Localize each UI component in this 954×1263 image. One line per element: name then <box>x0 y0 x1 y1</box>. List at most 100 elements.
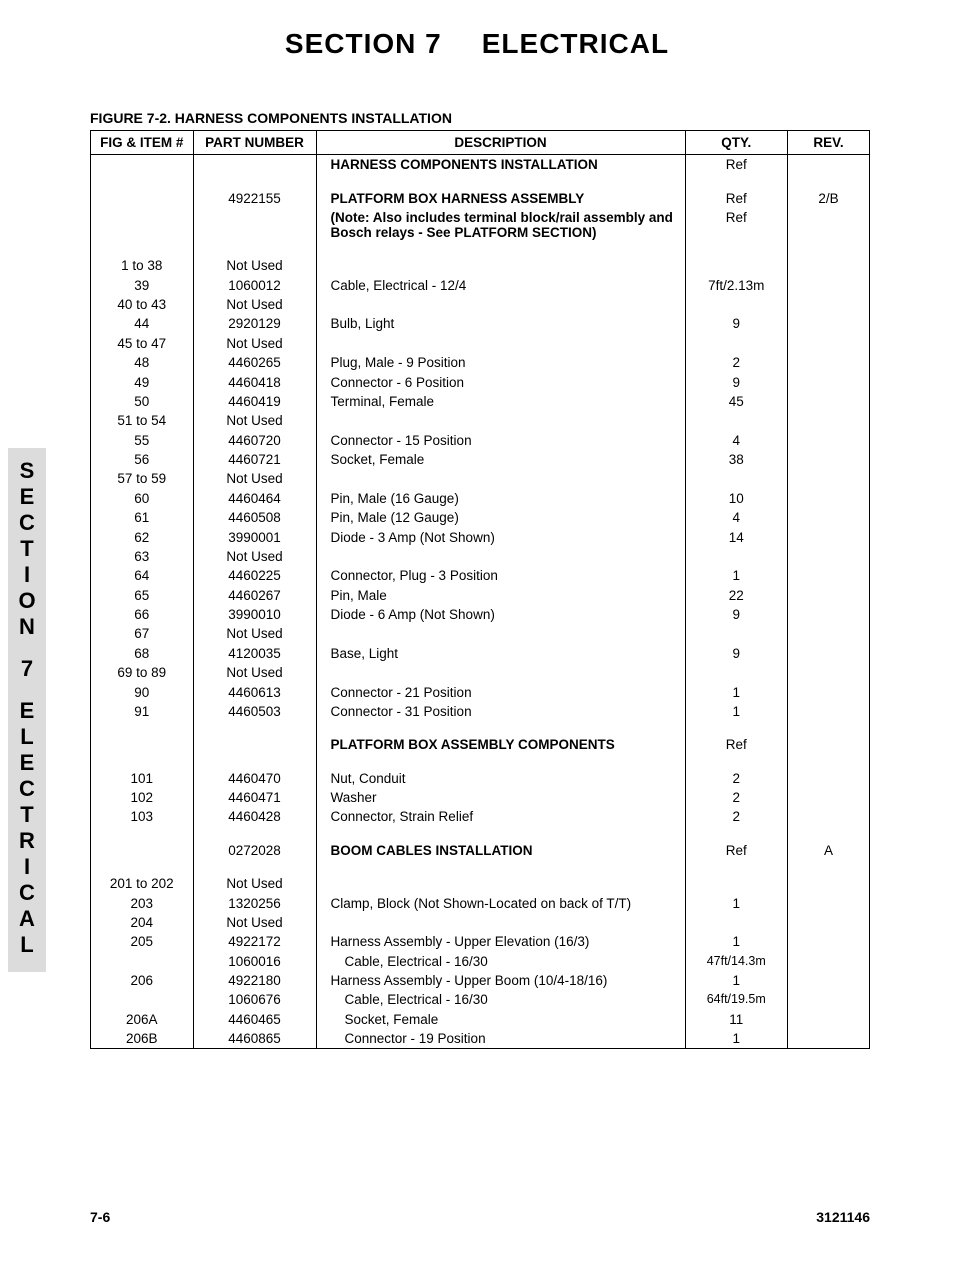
table-cell: (Note: Also includes terminal block/rail… <box>316 208 685 242</box>
table-cell <box>91 188 194 207</box>
side-tab-letter: O <box>8 588 46 614</box>
table-header-row: FIG & ITEM # PART NUMBER DESCRIPTION QTY… <box>91 131 870 155</box>
table-cell: 63 <box>91 547 194 566</box>
table-row: 201 to 202Not Used <box>91 874 870 893</box>
table-cell <box>788 874 870 893</box>
table-row <box>91 242 870 256</box>
side-tab-letter: E <box>8 698 46 724</box>
table-cell: Cable, Electrical - 16/30 <box>316 952 685 971</box>
table-cell: 4460225 <box>193 566 316 585</box>
table-cell: Connector, Strain Relief <box>316 807 685 826</box>
table-row: 623990001Diode - 3 Amp (Not Shown)14 <box>91 527 870 546</box>
table-cell: 67 <box>91 624 194 643</box>
table-cell: Not Used <box>193 663 316 682</box>
table-cell <box>788 566 870 585</box>
table-cell: 4922155 <box>193 188 316 207</box>
table-cell <box>685 547 788 566</box>
table-cell <box>788 295 870 314</box>
table-cell: 3990010 <box>193 605 316 624</box>
side-tab-letter: E <box>8 484 46 510</box>
table-cell: 4460428 <box>193 807 316 826</box>
page-title: SECTION 7ELECTRICAL <box>0 28 954 60</box>
table-cell <box>788 769 870 788</box>
table-cell <box>685 334 788 353</box>
table-row: 67Not Used <box>91 624 870 643</box>
table-cell <box>316 624 685 643</box>
table-cell: 90 <box>91 682 194 701</box>
table-cell: Bulb, Light <box>316 314 685 333</box>
table-cell: 4460419 <box>193 392 316 411</box>
footer-doc-num: 3121146 <box>816 1209 870 1225</box>
table-cell: 51 to 54 <box>91 411 194 430</box>
table-cell: Cable, Electrical - 16/30 <box>316 990 685 1009</box>
table-cell: 4460508 <box>193 508 316 527</box>
table-cell: 10 <box>685 489 788 508</box>
table-row: 63Not Used <box>91 547 870 566</box>
table-cell <box>788 624 870 643</box>
table-cell: 103 <box>91 807 194 826</box>
table-cell <box>685 663 788 682</box>
table-cell: 4922180 <box>193 971 316 990</box>
side-tab-letter: C <box>8 776 46 802</box>
table-cell: Socket, Female <box>316 1010 685 1029</box>
table-cell <box>788 952 870 971</box>
table-row: 554460720Connector - 15 Position4 <box>91 431 870 450</box>
table-cell <box>788 932 870 951</box>
table-cell: Connector - 6 Position <box>316 372 685 391</box>
table-cell: 38 <box>685 450 788 469</box>
table-cell: BOOM CABLES INSTALLATION <box>316 841 685 860</box>
table-cell: 206 <box>91 971 194 990</box>
table-cell: 1060016 <box>193 952 316 971</box>
side-tab-letter: A <box>8 906 46 932</box>
table-cell: 2 <box>685 807 788 826</box>
table-row: 1060016Cable, Electrical - 16/3047ft/14.… <box>91 952 870 971</box>
table-cell: Ref <box>685 208 788 242</box>
table-row: (Note: Also includes terminal block/rail… <box>91 208 870 242</box>
table-cell <box>316 663 685 682</box>
table-row: 206A4460465Socket, Female11 <box>91 1010 870 1029</box>
table-cell <box>788 208 870 242</box>
table-cell: 2/B <box>788 188 870 207</box>
table-row: 1014460470Nut, Conduit2 <box>91 769 870 788</box>
table-cell <box>788 334 870 353</box>
table-cell: 4460470 <box>193 769 316 788</box>
table-cell: 4460721 <box>193 450 316 469</box>
table-cell <box>788 913 870 932</box>
table-cell: Ref <box>685 841 788 860</box>
table-cell: 4 <box>685 508 788 527</box>
table-body: HARNESS COMPONENTS INSTALLATIONRef492215… <box>91 155 870 1049</box>
table-cell <box>685 624 788 643</box>
table-cell <box>788 450 870 469</box>
table-cell <box>788 276 870 295</box>
table-cell: A <box>788 841 870 860</box>
table-row: 914460503Connector - 31 Position1 <box>91 702 870 721</box>
table-cell: Not Used <box>193 411 316 430</box>
table-cell <box>788 788 870 807</box>
table-cell: Terminal, Female <box>316 392 685 411</box>
side-tab-letter: 7 <box>8 656 46 682</box>
table-cell: 205 <box>91 932 194 951</box>
table-cell <box>788 990 870 1009</box>
table-cell: 1060012 <box>193 276 316 295</box>
title-left: SECTION 7 <box>285 28 442 59</box>
table-row: 504460419Terminal, Female45 <box>91 392 870 411</box>
table-cell: 7ft/2.13m <box>685 276 788 295</box>
table-cell: Cable, Electrical - 12/4 <box>316 276 685 295</box>
table-cell <box>788 644 870 663</box>
table-cell: 1 <box>685 971 788 990</box>
table-cell: Ref <box>685 155 788 175</box>
side-tab-letter: L <box>8 932 46 958</box>
side-tab-letter: C <box>8 880 46 906</box>
table-cell: Not Used <box>193 547 316 566</box>
table-cell: 9 <box>685 644 788 663</box>
side-tab-letter: T <box>8 802 46 828</box>
table-cell: 45 to 47 <box>91 334 194 353</box>
table-cell: 11 <box>685 1010 788 1029</box>
table-cell <box>788 314 870 333</box>
table-cell: 64ft/19.5m <box>685 990 788 1009</box>
table-cell: HARNESS COMPONENTS INSTALLATION <box>316 155 685 175</box>
table-cell <box>316 334 685 353</box>
table-row: 40 to 43Not Used <box>91 295 870 314</box>
table-cell: 203 <box>91 893 194 912</box>
table-cell <box>788 372 870 391</box>
